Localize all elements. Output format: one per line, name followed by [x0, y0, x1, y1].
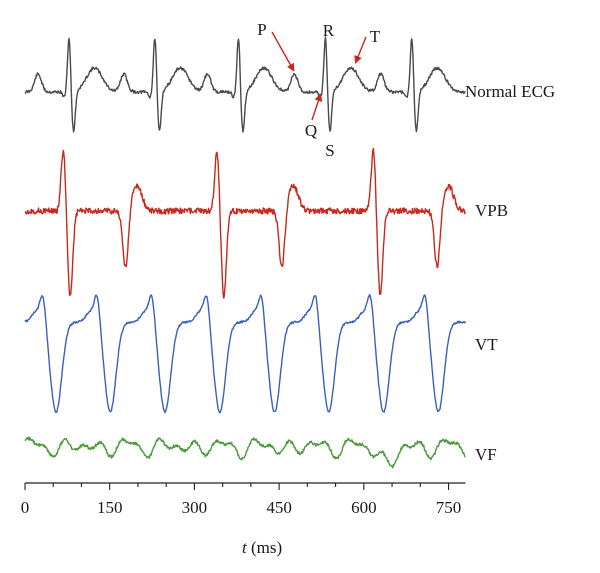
series-label-vf: VF [475, 445, 497, 464]
arrow-p [271, 31, 295, 72]
arrow-t [354, 36, 367, 64]
wave-label-q: Q [305, 121, 317, 140]
trace-layer [24, 36, 467, 469]
series-label-vt: VT [475, 335, 498, 354]
x-tick-label: 150 [97, 498, 123, 517]
wave-label-t: T [370, 27, 381, 46]
arrow-q [311, 93, 323, 121]
x-axis-title: t (ms) [242, 538, 282, 557]
x-tick-label: 300 [182, 498, 208, 517]
x-tick-label: 0 [21, 498, 30, 517]
x-tick-label: 450 [266, 498, 292, 517]
annotation-layer: P R T QS [257, 20, 381, 160]
trace-normal-ecg [24, 36, 466, 133]
series-label-vpb: VPB [475, 201, 508, 220]
x-axis-title-unit: (ms) [247, 538, 282, 557]
wave-label-s: S [325, 141, 334, 160]
series-label-normal: Normal ECG [465, 82, 555, 101]
x-axis: 0 150 300 450 600 750 [21, 482, 466, 517]
x-axis-title-variable: t [242, 538, 248, 557]
x-tick-label: 600 [351, 498, 377, 517]
trace-vf [24, 436, 466, 469]
trace-vpb [24, 147, 467, 299]
x-tick-label: 750 [436, 498, 462, 517]
trace-vt [24, 293, 467, 414]
wave-label-p: P [257, 20, 266, 39]
wave-label-r: R [323, 21, 335, 40]
